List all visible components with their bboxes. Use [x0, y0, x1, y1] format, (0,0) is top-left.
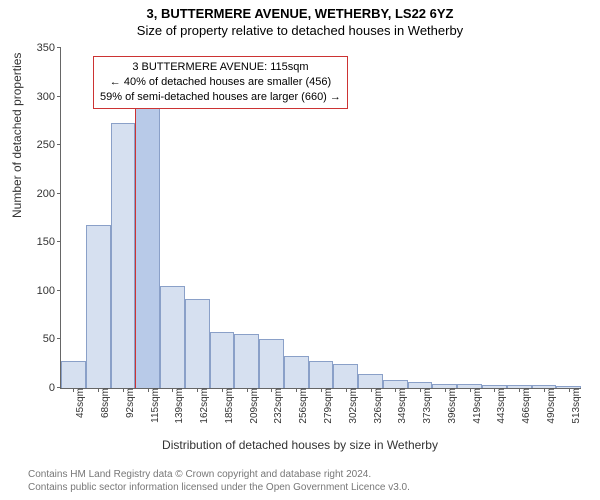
x-tick-mark — [172, 388, 173, 392]
x-tick-mark — [197, 388, 198, 392]
x-tick-label: 302sqm — [344, 388, 359, 424]
x-tick-label: 232sqm — [269, 388, 284, 424]
y-tick-label: 350 — [37, 42, 61, 54]
y-tick-mark — [57, 241, 61, 242]
x-tick-label: 279sqm — [319, 388, 334, 424]
histogram-bar — [358, 374, 383, 388]
x-tick-label: 396sqm — [443, 388, 458, 424]
x-tick-label: 92sqm — [121, 388, 136, 418]
x-tick-mark — [321, 388, 322, 392]
histogram-bar — [86, 225, 111, 388]
histogram-bar — [383, 380, 408, 388]
y-tick-label: 150 — [37, 236, 61, 248]
histogram-bar — [160, 286, 185, 388]
x-tick-label: 466sqm — [517, 388, 532, 424]
x-tick-mark — [222, 388, 223, 392]
x-tick-label: 68sqm — [96, 388, 111, 418]
y-tick-mark — [57, 47, 61, 48]
footer-line2: Contains public sector information licen… — [28, 481, 410, 494]
plot-area: 3 BUTTERMERE AVENUE: 115sqm ← 40% of det… — [60, 48, 581, 389]
histogram-bar — [185, 299, 210, 388]
x-tick-label: 513sqm — [567, 388, 582, 424]
x-tick-label: 185sqm — [220, 388, 235, 424]
y-tick-mark — [57, 338, 61, 339]
x-tick-label: 139sqm — [170, 388, 185, 424]
x-tick-label: 419sqm — [468, 388, 483, 424]
y-tick-label: 0 — [49, 382, 61, 394]
histogram-bar — [333, 364, 358, 388]
histogram-bar — [135, 108, 160, 388]
chart-container: 3, BUTTERMERE AVENUE, WETHERBY, LS22 6YZ… — [0, 0, 600, 500]
x-tick-label: 162sqm — [195, 388, 210, 424]
annotation-line1: 3 BUTTERMERE AVENUE: 115sqm — [100, 60, 341, 75]
annotation-line3: 59% of semi-detached houses are larger (… — [100, 90, 341, 105]
histogram-bar — [61, 361, 86, 388]
x-tick-mark — [73, 388, 74, 392]
chart-title-address: 3, BUTTERMERE AVENUE, WETHERBY, LS22 6YZ — [0, 0, 600, 21]
y-tick-mark — [57, 387, 61, 388]
x-tick-mark — [296, 388, 297, 392]
histogram-bar — [210, 332, 235, 388]
chart-subtitle: Size of property relative to detached ho… — [0, 21, 600, 38]
x-tick-mark — [371, 388, 372, 392]
y-tick-mark — [57, 193, 61, 194]
x-tick-mark — [148, 388, 149, 392]
x-tick-mark — [395, 388, 396, 392]
x-tick-mark — [271, 388, 272, 392]
y-tick-mark — [57, 96, 61, 97]
footer-attribution: Contains HM Land Registry data © Crown c… — [28, 468, 410, 494]
x-tick-mark — [544, 388, 545, 392]
x-tick-label: 209sqm — [245, 388, 260, 424]
x-tick-mark — [123, 388, 124, 392]
x-tick-label: 45sqm — [71, 388, 86, 418]
x-tick-mark — [445, 388, 446, 392]
x-tick-mark — [470, 388, 471, 392]
y-tick-label: 100 — [37, 285, 61, 297]
histogram-bar — [309, 361, 334, 388]
x-tick-label: 256sqm — [294, 388, 309, 424]
x-tick-label: 115sqm — [146, 388, 161, 423]
x-tick-label: 326sqm — [369, 388, 384, 424]
x-tick-mark — [420, 388, 421, 392]
x-tick-mark — [519, 388, 520, 392]
annotation-box: 3 BUTTERMERE AVENUE: 115sqm ← 40% of det… — [93, 56, 348, 109]
y-tick-label: 50 — [43, 333, 61, 345]
x-tick-label: 373sqm — [418, 388, 433, 424]
histogram-bar — [259, 339, 284, 388]
x-tick-mark — [346, 388, 347, 392]
x-tick-label: 349sqm — [393, 388, 408, 424]
histogram-bar — [234, 334, 259, 388]
histogram-bar — [111, 123, 136, 388]
footer-line1: Contains HM Land Registry data © Crown c… — [28, 468, 410, 481]
histogram-bar — [284, 356, 309, 388]
highlight-line — [135, 108, 136, 388]
x-tick-mark — [247, 388, 248, 392]
y-tick-mark — [57, 290, 61, 291]
x-tick-mark — [494, 388, 495, 392]
x-tick-mark — [569, 388, 570, 392]
y-tick-mark — [57, 144, 61, 145]
x-axis-label: Distribution of detached houses by size … — [0, 438, 600, 452]
y-tick-label: 200 — [37, 188, 61, 200]
y-tick-label: 300 — [37, 91, 61, 103]
x-tick-label: 443sqm — [492, 388, 507, 424]
y-axis-label: Number of detached properties — [10, 53, 24, 218]
x-tick-mark — [98, 388, 99, 392]
x-tick-label: 490sqm — [542, 388, 557, 424]
annotation-line2: ← 40% of detached houses are smaller (45… — [100, 75, 341, 90]
y-tick-label: 250 — [37, 139, 61, 151]
